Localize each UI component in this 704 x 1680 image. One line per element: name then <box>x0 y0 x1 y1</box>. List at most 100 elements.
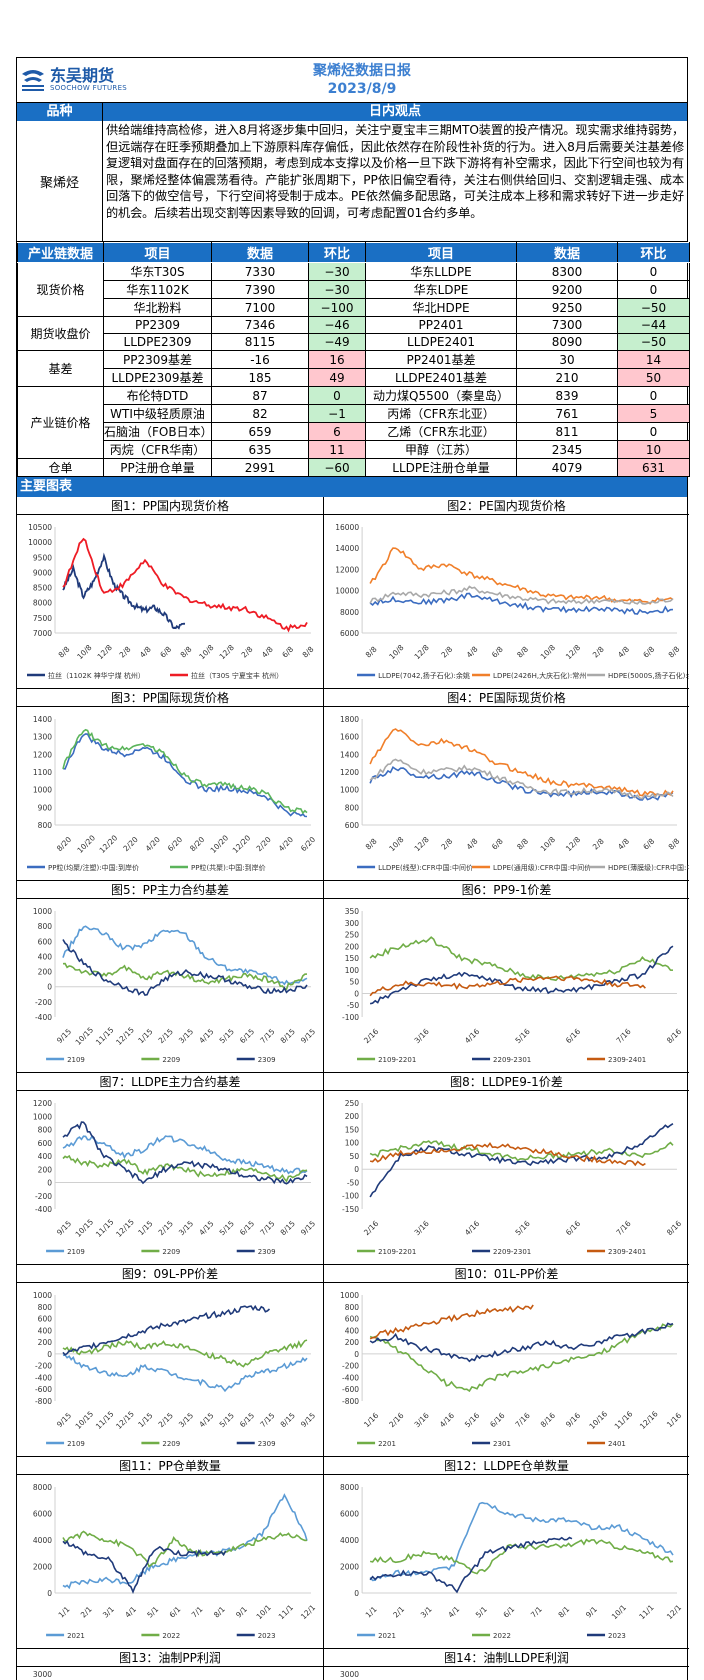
x-tick-label: 4/15 <box>197 1219 215 1237</box>
table-row: 期货收盘价 PP2309 7346 −46 PP2401 7300 −44 <box>17 316 690 351</box>
x-tick-label: 11/15 <box>94 1409 116 1431</box>
table-item: 华北粉料 <box>103 298 212 317</box>
company-logo: 东吴期货 SOOCHOW FUTURES <box>17 58 137 102</box>
table-value: 7300 <box>516 316 618 334</box>
x-tick-label: 4/20 <box>144 835 162 853</box>
x-tick-label: 6/8 <box>641 644 656 659</box>
x-tick-label: 9/15 <box>299 1219 317 1237</box>
x-tick-label: 8/16 <box>665 1027 683 1045</box>
y-tick-label: -600 <box>342 1385 359 1394</box>
x-tick-label: 10/8 <box>387 643 405 661</box>
table-item: LLDPE2309基差 <box>103 368 212 387</box>
table-item: 华北HDPE <box>365 298 517 317</box>
x-tick-label: 8/1 <box>556 1604 571 1619</box>
chart-panel: 图10：01L-PP价差 -800 -600 -400 -200 0 200 400 600 80… <box>324 1265 689 1457</box>
table-change: 49 <box>308 368 366 387</box>
table-value: 839 <box>516 386 618 405</box>
x-tick-label: 4/8 <box>260 644 275 659</box>
table-item: 华东LDPE <box>365 280 517 299</box>
y-tick-label: 150 <box>345 954 360 963</box>
x-tick-label: 2/16 <box>387 1411 405 1429</box>
table-value: 8115 <box>211 333 309 351</box>
x-tick-label: 11/15 <box>94 1217 116 1239</box>
table-value: 9200 <box>516 280 618 299</box>
table-row: 现货价格 华东T30S 7330 −30 华东LLDPE 8300 0 <box>17 262 690 317</box>
series-line <box>369 945 674 1005</box>
chart-svg: 6000 8000 10000 12000 14000 16000 8/8 10/8 12/8 2… <box>335 523 689 680</box>
table-value: 2991 <box>211 458 309 477</box>
series-line <box>369 1501 674 1582</box>
y-tick-label: -100 <box>342 1013 359 1022</box>
x-tick-label: 12/1 <box>665 1603 683 1621</box>
chart-svg: 3000 <box>33 1670 52 1679</box>
chart-panel: 图7：LLDPE主力合约基差 -400 -200 0 200 400 600 800 1000 1… <box>17 1073 324 1265</box>
y-tick-label: 400 <box>38 1326 53 1335</box>
chart-plot: -150 -100 -50 0 50 100 150 200 250 2/16 3/16 4/16 5/… <box>324 1091 689 1264</box>
chart-panel: 图4：PE国际现货价格 600 800 1000 1200 1400 1600 1800 8/8… <box>324 689 689 881</box>
y-tick-label: 8500 <box>33 584 52 593</box>
table-item: PP2401 <box>365 316 517 334</box>
y-tick-label: 2000 <box>33 1563 52 1572</box>
y-tick-label: 0 <box>354 1350 359 1359</box>
x-tick-label: 1/16 <box>665 1411 683 1429</box>
summary-row: 聚烯烃 供给端维持高检修，进入8月将逐步集中回归，关注宁夏宝丰三期MTO装置的投… <box>17 121 687 242</box>
legend-label: 2022 <box>493 1632 511 1640</box>
series-line <box>369 1538 674 1575</box>
variety-header: 品种 <box>17 103 103 121</box>
y-tick-label: 400 <box>345 1326 360 1335</box>
table-value: 7330 <box>211 262 309 281</box>
chart-title: 图13：油制PP利润 <box>17 1649 323 1667</box>
y-tick-label: 7500 <box>33 614 52 623</box>
chart-panel: 图6：PP9-1价差 -100 -50 0 50 100 150 200 250 300 350 2/… <box>324 881 689 1073</box>
y-tick-label: 200 <box>38 1165 53 1174</box>
table-change: 5 <box>617 404 690 423</box>
x-tick-label: 8/20 <box>188 835 206 853</box>
y-tick-label: 9000 <box>33 568 52 577</box>
x-tick-label: 9/15 <box>55 1411 73 1429</box>
table-item: 华东1102K <box>103 280 212 299</box>
y-tick-label: 600 <box>345 821 360 830</box>
y-tick-label: 10000 <box>335 587 359 596</box>
chart-plot: 6000 8000 10000 12000 14000 16000 8/8 10/8 12/8 2… <box>324 515 689 688</box>
x-tick-label: 6/8 <box>641 836 656 851</box>
x-tick-label: 12/8 <box>413 643 431 661</box>
table-value: 87 <box>211 386 309 405</box>
y-tick-label: 1100 <box>33 768 52 777</box>
series-line <box>369 765 674 801</box>
table-group-label: 仓单 <box>17 458 104 477</box>
series-line <box>369 936 673 982</box>
table-item: PP注册仓单量 <box>103 458 212 477</box>
x-tick-label: 8/8 <box>515 836 530 851</box>
table-header-cell: 项目 <box>365 242 517 263</box>
y-tick-label: 1200 <box>340 768 359 777</box>
series-line <box>369 1123 674 1198</box>
chart-panel: 图12：LLDPE仓单数量 0 2000 4000 6000 8000 1/1 2/1 3/1 4… <box>324 1457 689 1649</box>
chart-title: 图14：油制LLDPE利润 <box>324 1649 689 1667</box>
legend-label: 2021 <box>378 1632 396 1640</box>
table-row: WTI中级轻质原油 82 −1 丙烯（CFR东北亚） 761 5 <box>18 404 690 423</box>
y-tick-label: -800 <box>35 1397 52 1406</box>
y-tick-label: 250 <box>345 1099 360 1108</box>
y-tick-label: 600 <box>345 1315 360 1324</box>
y-tick-label: 16000 <box>335 523 359 532</box>
y-tick-label: 800 <box>345 1303 360 1312</box>
table-change: 0 <box>308 386 366 405</box>
y-tick-label: 200 <box>38 968 53 977</box>
legend-label: 2109-2201 <box>378 1248 416 1256</box>
x-tick-label: 7/16 <box>614 1219 632 1237</box>
x-tick-label: 1/15 <box>136 1411 154 1429</box>
summary-text: 供给端维持高检修，进入8月将逐步集中回归，关注宁夏宝丰三期MTO装置的投产情况。… <box>106 123 684 220</box>
series-line <box>62 537 308 633</box>
view-header: 日内观点 <box>368 104 421 119</box>
x-tick-label: 7/15 <box>258 1411 276 1429</box>
x-tick-label: 7/1 <box>529 1604 544 1619</box>
series-line <box>62 1154 308 1183</box>
table-value: 8090 <box>516 333 618 351</box>
series-line <box>62 925 308 986</box>
x-tick-label: 9/16 <box>564 1411 582 1429</box>
x-tick-label: 8/16 <box>665 1219 683 1237</box>
x-tick-label: 1/15 <box>136 1219 154 1237</box>
chart-panel: 图14：油制LLDPE利润 3000 <box>324 1649 689 1680</box>
x-tick-label: 10/1 <box>255 1603 273 1621</box>
